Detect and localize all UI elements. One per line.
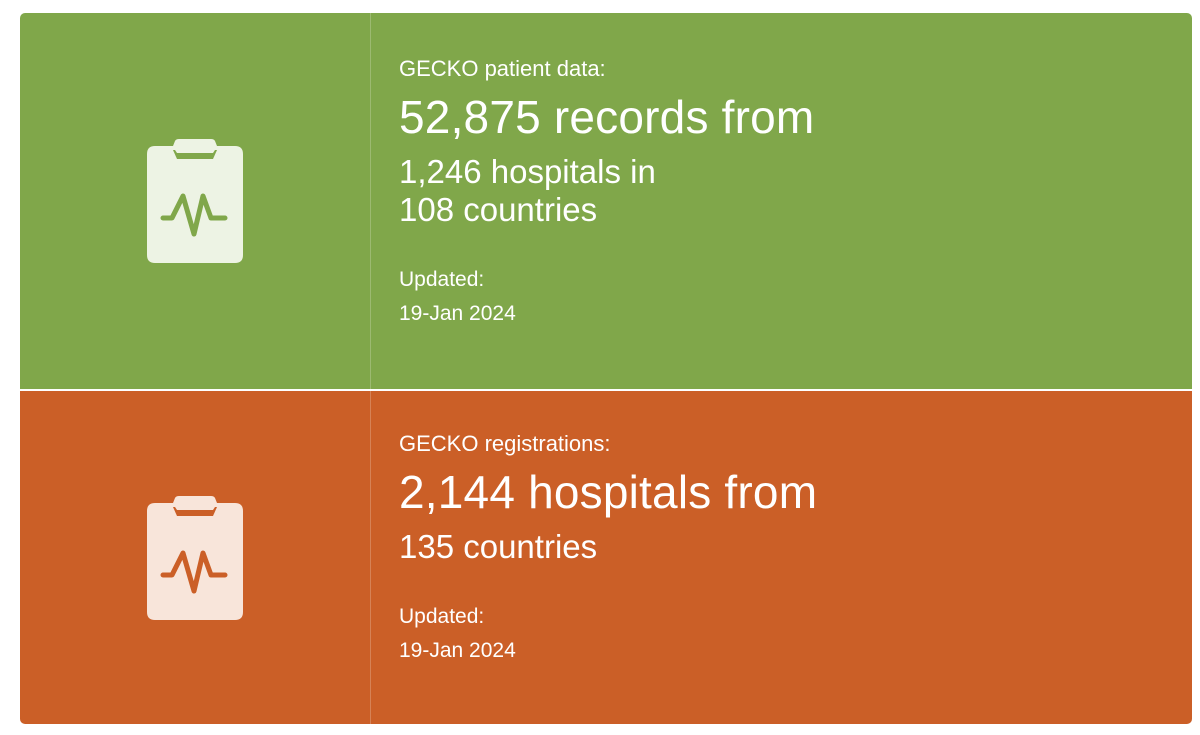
registrations-icon-column xyxy=(20,391,371,724)
patient-data-card: GECKO patient data: 52,875 records from … xyxy=(20,13,1192,389)
patient-updated: Updated: 19-Jan 2024 xyxy=(399,263,1192,331)
registrations-countries-subtext: 135 countries xyxy=(399,528,1192,566)
stats-panel: GECKO patient data: 52,875 records from … xyxy=(20,13,1192,724)
patient-text-column: GECKO patient data: 52,875 records from … xyxy=(371,13,1192,389)
registrations-label: GECKO registrations: xyxy=(399,431,611,456)
registrations-hospitals-headline: 2,144 hospitals from xyxy=(399,466,818,518)
patient-hospitals-line: 1,246 hospitals in xyxy=(399,153,656,190)
registrations-updated-label: Updated: xyxy=(399,605,485,628)
clipboard-pulse-icon xyxy=(147,495,243,620)
patient-updated-date: 19-Jan 2024 xyxy=(399,302,516,325)
registrations-countries-line: 135 countries xyxy=(399,528,598,565)
patient-updated-label: Updated: xyxy=(399,268,485,291)
patient-label: GECKO patient data: xyxy=(399,56,606,81)
patient-countries-line: 108 countries xyxy=(399,191,598,228)
patient-hospitals-subtext: 1,246 hospitals in 108 countries xyxy=(399,153,1192,229)
registrations-updated: Updated: 19-Jan 2024 xyxy=(399,600,1192,668)
registrations-card: GECKO registrations: 2,144 hospitals fro… xyxy=(20,391,1192,724)
clipboard-pulse-icon xyxy=(147,139,243,263)
registrations-text-column: GECKO registrations: 2,144 hospitals fro… xyxy=(371,391,1192,724)
registrations-updated-date: 19-Jan 2024 xyxy=(399,639,516,662)
patient-icon-column xyxy=(20,13,371,389)
patient-records-headline: 52,875 records from xyxy=(399,91,815,143)
